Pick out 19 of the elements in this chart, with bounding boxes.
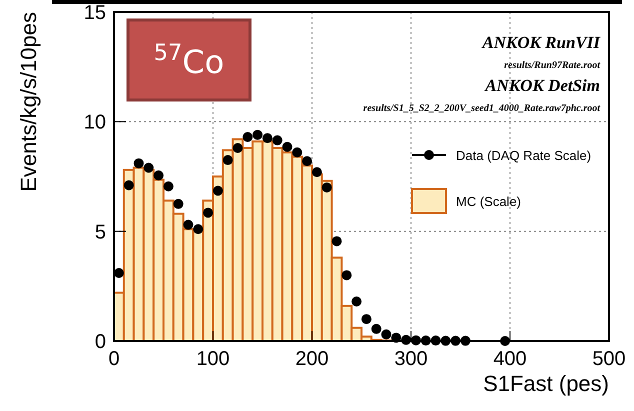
annotation: ANKOK DetSim	[484, 76, 600, 95]
annotation: $^{57}$Co	[154, 40, 224, 81]
annotation: results/S1_5_S2_2_200V_seed1_4000_Rate.raw7phc.root	[363, 103, 602, 114]
y-axis-title: Events/kg/s/10pes	[16, 12, 41, 192]
x-tick-label: 0	[108, 348, 120, 370]
y-tick-label: 5	[94, 221, 106, 244]
x-axis-title: S1Fast (pes)	[483, 371, 609, 396]
legend-label: MC (Scale)	[456, 194, 522, 209]
annotation: ANKOK RunVII	[481, 33, 602, 52]
x-tick-label: 400	[493, 348, 527, 370]
x-tick-label: 500	[592, 348, 626, 370]
y-tick-label: 0	[94, 331, 106, 353]
x-tick-label: 200	[295, 348, 329, 370]
annotation: results/Run97Rate.root	[504, 60, 602, 71]
legend-label: Data (DAQ Rate Scale)	[456, 148, 592, 163]
x-tick-label: 300	[394, 348, 428, 370]
y-tick-label: 10	[84, 112, 106, 134]
y-tick-label: 15	[84, 2, 106, 24]
x-tick-label: 100	[196, 348, 230, 370]
